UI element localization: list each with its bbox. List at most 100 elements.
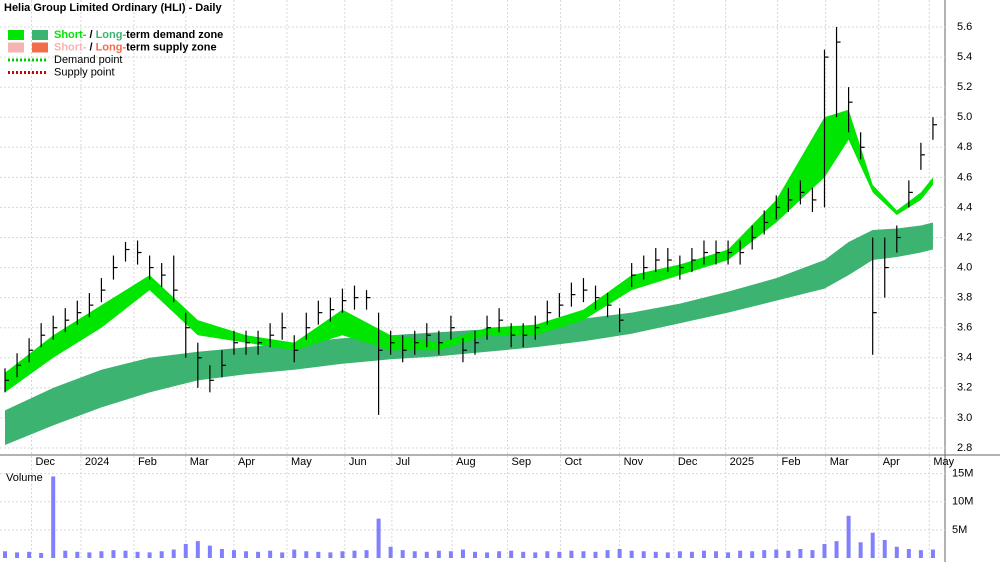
legend-label: Short- / Long-term supply zone — [54, 41, 217, 53]
legend-swatch — [8, 42, 24, 53]
volume-bar — [738, 550, 743, 558]
volume-bar — [653, 551, 658, 558]
x-tick-label: Nov — [624, 456, 644, 468]
x-tick-label: Mar — [190, 456, 209, 468]
volume-bar — [15, 552, 20, 558]
volume-bar — [460, 549, 465, 558]
volume-bar — [593, 551, 598, 558]
volume-bar — [617, 549, 622, 558]
volume-bar — [906, 549, 911, 558]
legend-part: Short- — [54, 41, 87, 53]
x-tick-label: May — [933, 456, 954, 468]
volume-bar — [846, 515, 851, 558]
volume-bar — [63, 550, 68, 558]
volume-bar — [870, 532, 875, 558]
volume-bar — [364, 550, 369, 558]
legend-part: / — [86, 29, 95, 41]
volume-bar — [689, 551, 694, 558]
volume-bar — [195, 541, 200, 558]
x-tick-label: 2025 — [730, 456, 754, 468]
volume-bar — [256, 551, 261, 558]
chart-title: Helia Group Limited Ordinary (HLI) - Dai… — [4, 2, 222, 14]
volume-bar — [762, 550, 767, 558]
volume-bar — [376, 518, 381, 558]
volume-bar — [918, 550, 923, 558]
volume-bar — [665, 552, 670, 558]
volume-bar — [99, 551, 104, 558]
legend-label: Supply point — [54, 66, 115, 78]
volume-bar — [557, 551, 562, 558]
volume-bar — [51, 476, 56, 558]
y-tick-label: 4.8 — [957, 141, 972, 153]
y2-tick-label: 10M — [952, 496, 973, 508]
volume-bar — [412, 551, 417, 558]
volume-bar — [207, 545, 212, 558]
y-tick-label: 4.6 — [957, 171, 972, 183]
legend-part: / — [86, 41, 95, 53]
legend-part: Short- — [54, 29, 87, 41]
volume-bar — [629, 550, 634, 558]
volume-bar — [231, 550, 236, 558]
x-tick-label: Dec — [678, 456, 698, 468]
volume-bar — [677, 551, 682, 558]
volume-bar — [328, 552, 333, 558]
volume-bar — [930, 549, 935, 558]
volume-bar — [521, 551, 526, 558]
y-tick-label: 3.4 — [957, 352, 972, 364]
legend-part: Long- — [96, 29, 127, 41]
volume-bar — [810, 550, 815, 558]
volume-bar — [280, 552, 285, 558]
x-tick-label: Aug — [456, 456, 476, 468]
volume-bar — [244, 551, 249, 558]
legend-part: term supply zone — [126, 41, 216, 53]
volume-bar — [605, 550, 610, 558]
x-tick-label: May — [291, 456, 312, 468]
volume-bar — [400, 550, 405, 558]
volume-bar — [424, 551, 429, 558]
volume-bar — [340, 551, 345, 558]
legend-label: Demand point — [54, 54, 123, 66]
volume-bar — [569, 550, 574, 558]
x-tick-label: Jun — [349, 456, 367, 468]
volume-bar — [316, 551, 321, 558]
volume-bar — [497, 551, 502, 558]
legend-part: term demand zone — [126, 29, 223, 41]
x-tick-label: Feb — [781, 456, 800, 468]
y-tick-label: 3.6 — [957, 322, 972, 334]
volume-bar — [786, 550, 791, 558]
y-tick-label: 5.2 — [957, 81, 972, 93]
volume-bar — [111, 550, 116, 558]
volume-bar — [75, 551, 80, 558]
volume-bar — [641, 551, 646, 558]
volume-bar — [183, 543, 188, 558]
x-tick-label: 2024 — [85, 456, 109, 468]
volume-bar — [858, 542, 863, 558]
y-tick-label: 4.2 — [957, 231, 972, 243]
volume-bar — [87, 552, 92, 558]
volume-bar — [352, 550, 357, 558]
volume-bar — [147, 552, 152, 558]
x-tick-label: Oct — [565, 456, 582, 468]
volume-bar — [545, 551, 550, 558]
y2-tick-label: 15M — [952, 468, 973, 480]
volume-bar — [304, 551, 309, 558]
volume-bar — [485, 552, 490, 558]
volume-bar — [3, 551, 7, 558]
volume-bar — [436, 550, 441, 558]
volume-bar — [135, 551, 140, 558]
volume-bar — [388, 546, 393, 558]
x-tick-label: Dec — [36, 456, 56, 468]
y-tick-label: 5.0 — [957, 111, 972, 123]
x-tick-label: Sep — [512, 456, 532, 468]
volume-bar — [822, 543, 827, 558]
y-tick-label: 5.4 — [957, 51, 972, 63]
volume-bar — [448, 551, 453, 558]
volume-bar — [171, 549, 176, 558]
x-tick-label: Mar — [830, 456, 849, 468]
volume-bar — [533, 552, 538, 558]
volume-bar — [581, 551, 586, 558]
volume-bar — [268, 550, 273, 558]
volume-bar — [39, 552, 44, 558]
legend-swatch — [32, 42, 48, 53]
